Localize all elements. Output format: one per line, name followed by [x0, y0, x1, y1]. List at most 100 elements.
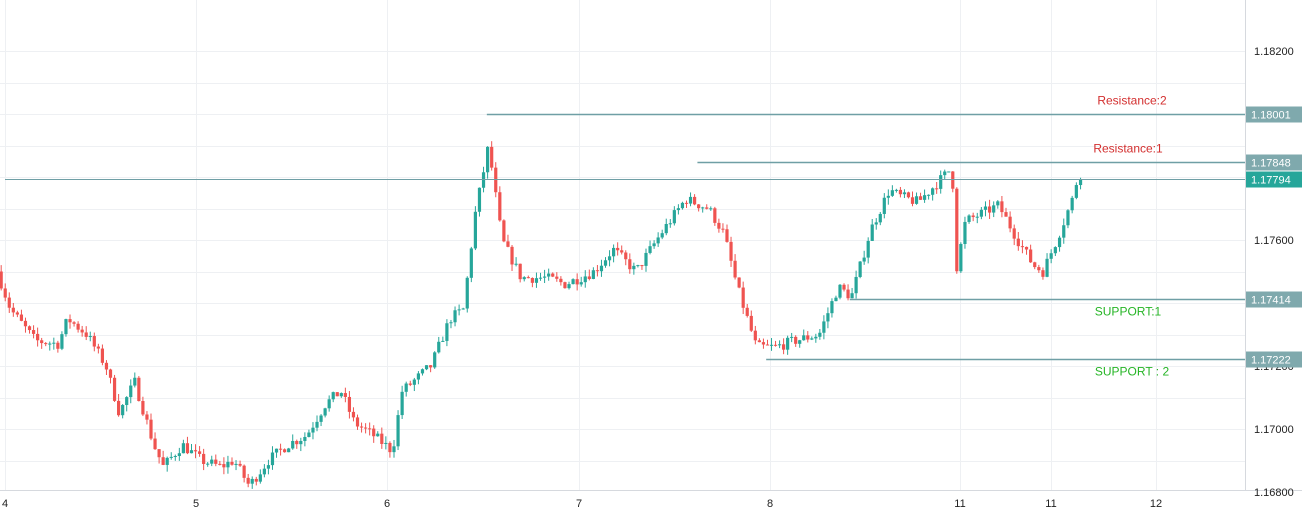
- candle: [368, 422, 372, 436]
- time-tick-label: 4: [2, 498, 8, 510]
- candle-body: [947, 171, 951, 173]
- candle: [534, 272, 539, 288]
- candle-body: [522, 277, 526, 280]
- resistance-price-badge: [1246, 106, 1302, 123]
- candle-body: [185, 443, 190, 454]
- candle-body: [351, 411, 356, 418]
- candle-body: [765, 344, 770, 346]
- candle: [189, 443, 194, 454]
- candle-body: [1037, 267, 1041, 271]
- candle: [1049, 249, 1053, 264]
- candle-body: [481, 172, 486, 188]
- candle: [129, 379, 133, 404]
- candle-body: [433, 352, 437, 368]
- candle-body: [177, 453, 181, 457]
- candle: [672, 206, 676, 226]
- candle-body: [616, 247, 620, 251]
- candle: [461, 307, 465, 310]
- candle-body: [684, 202, 689, 204]
- candle: [587, 269, 591, 281]
- candle-body: [777, 344, 782, 346]
- candle: [56, 340, 60, 353]
- candle-body: [951, 171, 955, 189]
- candle: [910, 191, 915, 207]
- candle: [777, 340, 782, 349]
- candle-body: [15, 312, 19, 315]
- candle: [202, 448, 206, 471]
- candle: [359, 422, 364, 433]
- candle: [351, 407, 356, 422]
- candle: [181, 439, 185, 454]
- candle: [1016, 232, 1020, 251]
- candle: [607, 250, 612, 267]
- candle-body: [0, 271, 3, 289]
- candle: [922, 189, 927, 203]
- candle: [1066, 209, 1070, 229]
- candle: [295, 439, 299, 449]
- candle: [906, 191, 911, 199]
- candle-body: [922, 195, 927, 200]
- candle-body: [814, 336, 818, 339]
- resistance-level-name: Resistance:1: [1093, 142, 1163, 156]
- candle: [185, 436, 190, 455]
- candle: [473, 206, 477, 251]
- candle: [826, 307, 830, 329]
- candle-body: [749, 315, 753, 331]
- candle: [1020, 240, 1025, 254]
- candle-body: [364, 427, 368, 429]
- candle: [640, 264, 644, 270]
- candle: [806, 331, 810, 343]
- candle-body: [490, 146, 494, 168]
- candle: [890, 185, 894, 197]
- candle: [620, 245, 624, 255]
- candle-body: [234, 463, 238, 465]
- candle-body: [530, 278, 534, 283]
- candle: [76, 321, 80, 333]
- candle: [437, 336, 441, 354]
- candle-body: [571, 279, 575, 285]
- candle: [283, 448, 287, 453]
- candle: [688, 192, 693, 207]
- candle-body: [303, 436, 307, 441]
- candle-body: [266, 465, 271, 469]
- support-level-name: SUPPORT:1: [1095, 305, 1162, 319]
- candle-body: [603, 260, 608, 266]
- candle: [291, 434, 295, 450]
- candle-body: [347, 396, 352, 412]
- candle: [161, 450, 165, 466]
- candle-body: [898, 189, 903, 195]
- candle-body: [886, 195, 890, 198]
- candle-body: [84, 332, 88, 337]
- candle-body: [624, 252, 628, 260]
- candle: [3, 283, 7, 302]
- time-axis[interactable]: 4 5 6 7 8 11 11 12: [2, 498, 1162, 510]
- candle: [157, 449, 161, 464]
- candle: [935, 181, 939, 194]
- candle: [510, 245, 514, 271]
- candle-body: [587, 276, 591, 279]
- price-tick-label: 1.17600: [1254, 235, 1294, 247]
- candle: [765, 339, 770, 346]
- candle: [137, 376, 141, 402]
- candle: [388, 441, 392, 458]
- candle-body: [477, 187, 482, 212]
- support-price-badge: [1246, 291, 1302, 308]
- time-tick-label: 11: [954, 498, 965, 510]
- candle-body: [729, 241, 733, 261]
- candle: [376, 431, 380, 437]
- candle: [616, 242, 620, 256]
- candle-body: [40, 340, 44, 344]
- candle-body: [461, 308, 465, 310]
- candle-body: [599, 265, 604, 272]
- candle: [886, 189, 890, 205]
- candle-body: [761, 342, 766, 345]
- candle: [238, 460, 242, 467]
- resistance-price-badge: [1246, 154, 1302, 171]
- candle-body: [311, 427, 315, 433]
- candle: [664, 218, 668, 236]
- candle: [959, 242, 963, 273]
- candle: [23, 317, 28, 333]
- candle: [749, 310, 753, 332]
